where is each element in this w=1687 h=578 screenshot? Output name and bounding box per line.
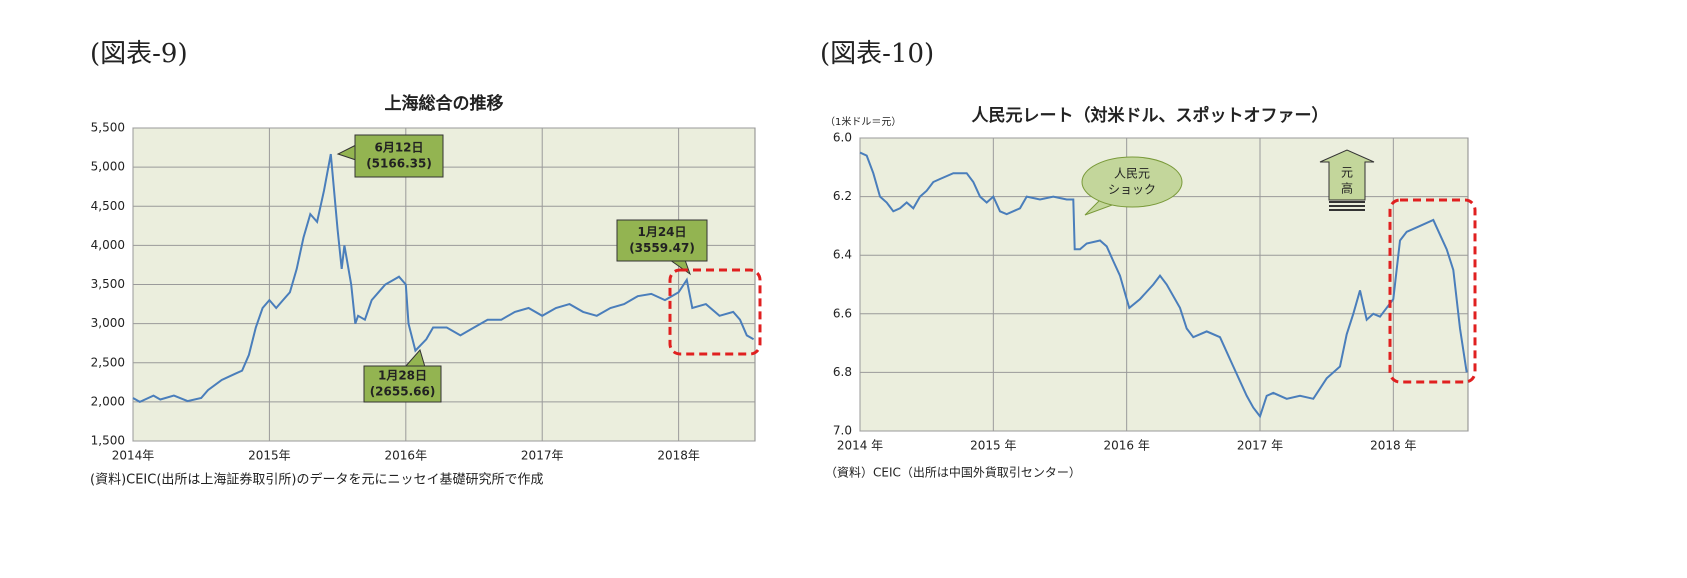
y-tick-label: 1,500 [91, 434, 125, 448]
annotation-text: 人民元 [1114, 167, 1150, 181]
y-tick-label: 5,500 [91, 121, 125, 135]
highlight-box [668, 268, 762, 356]
y-tick-label: 3,500 [91, 277, 125, 291]
x-tick-label: 2018 年 [1370, 439, 1416, 453]
annotation-text: 1月24日 [637, 225, 686, 239]
y-tick-label: 7.0 [833, 424, 852, 438]
up-arrow [1319, 149, 1375, 201]
annotation-text: 元 [1341, 166, 1353, 180]
highlight-box [1388, 198, 1477, 384]
chart-title: 上海総合の推移 [385, 93, 504, 114]
y-tick-label: 5,000 [91, 160, 125, 174]
y-tick-label: 4,000 [91, 238, 125, 252]
x-tick-label: 2018年 [657, 449, 700, 463]
y-tick-label: 6.6 [833, 306, 852, 320]
data-line [859, 151, 1468, 419]
annotation-text: (2655.66) [370, 385, 436, 399]
y-tick-label: 3,000 [91, 316, 125, 330]
source-note: (資料)CEIC(出所は上海証券取引所)のデータを元にニッセイ基礎研究所で作成 [90, 472, 544, 488]
x-tick-label: 2015年 [248, 449, 291, 463]
x-tick-label: 2014年 [112, 449, 155, 463]
y-tick-label: 4,500 [91, 199, 125, 213]
y-unit: （1米ドル＝元） [825, 115, 901, 128]
chart-title: 人民元レート（対米ドル、スポットオファー） [972, 105, 1329, 126]
y-tick-label: 6.0 [833, 131, 852, 145]
y-tick-label: 2,500 [91, 355, 125, 369]
figure-label: (図表-10) [820, 39, 934, 69]
source-note: （資料）CEIC（出所は中国外貨取引センター） [825, 465, 1081, 480]
x-tick-label: 2014 年 [837, 439, 883, 453]
x-tick-label: 2016年 [385, 449, 428, 463]
figure-label: (図表-9) [90, 39, 188, 69]
annotation-text: 6月12日 [374, 141, 423, 155]
annotation-text: 1月28日 [378, 369, 427, 383]
annotation-text: 高 [1341, 181, 1353, 196]
x-tick-label: 2015 年 [970, 439, 1016, 453]
x-tick-label: 2016 年 [1103, 439, 1149, 453]
data-line [132, 153, 755, 404]
y-tick-label: 6.2 [833, 189, 852, 203]
y-tick-label: 6.8 [833, 365, 852, 379]
callout [363, 365, 442, 403]
annotation-text: (5166.35) [366, 157, 432, 171]
callout [616, 219, 708, 262]
speech-bubble [1081, 156, 1183, 208]
y-tick-label: 2,000 [91, 394, 125, 408]
y-tick-label: 6.4 [833, 248, 852, 262]
annotation-text: (3559.47) [629, 241, 695, 255]
x-tick-label: 2017年 [521, 449, 564, 463]
callout [354, 134, 444, 178]
x-tick-label: 2017 年 [1237, 439, 1283, 453]
annotation-text: ショック [1108, 183, 1156, 197]
